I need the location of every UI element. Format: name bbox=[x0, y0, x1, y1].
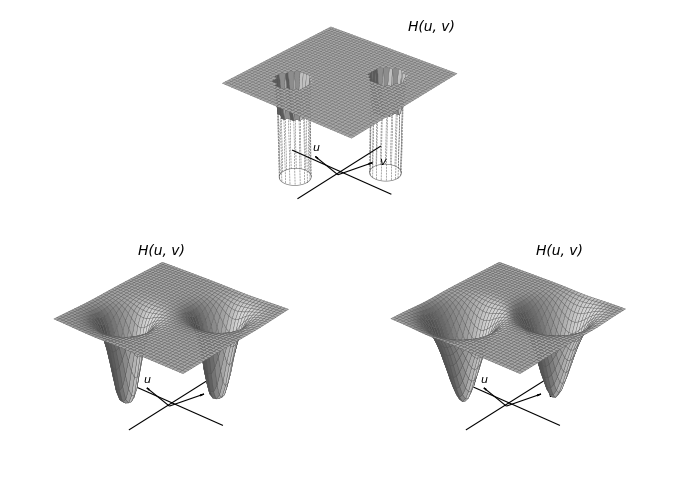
Text: H(u, v): H(u, v) bbox=[138, 244, 185, 258]
Text: H(u, v): H(u, v) bbox=[408, 20, 455, 34]
Text: H(u, v): H(u, v) bbox=[536, 244, 583, 258]
